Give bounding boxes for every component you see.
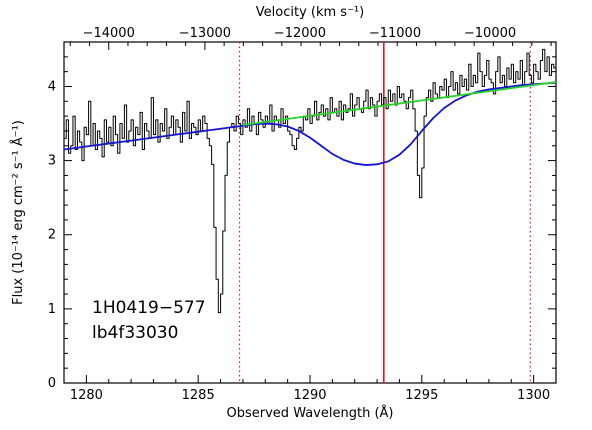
clipped-plot-group [64,42,556,383]
spectrum-line [64,48,556,314]
y-tick-label: 2 [48,228,56,243]
top-tick-label: −10000 [464,26,516,41]
y-tick-label: 1 [48,302,56,317]
x-tick-label: 1295 [405,388,438,403]
object-name-annotation: 1H0419−577 [92,298,206,318]
dataset-id-annotation: lb4f33030 [92,323,178,343]
y-tick-label: 0 [48,376,56,391]
top-axis-label: Velocity (km s⁻¹) [256,5,364,20]
x-tick-label: 1300 [517,388,550,403]
top-tick-label: −11000 [369,26,421,41]
y-tick-label: 3 [48,154,56,169]
continuum-line [242,81,556,126]
x-axis-label: Observed Wavelength (Å) [227,405,394,421]
top-tick-label: −13000 [179,26,231,41]
top-tick-label: −12000 [274,26,326,41]
top-tick-label: −14000 [83,26,135,41]
left-axis: 0 1 2 3 4 [48,41,556,391]
x-tick-label: 1290 [293,388,326,403]
top-axis: −14000 −13000 −12000 −11000 −10000 [69,26,552,50]
y-axis-label: Flux (10⁻¹⁴ erg cm⁻² s⁻¹ Å⁻¹) [10,120,26,305]
x-tick-label: 1285 [182,388,215,403]
y-tick-label: 4 [48,79,56,94]
x-tick-label: 1280 [70,388,103,403]
bottom-axis: 1280 1285 1290 1295 1300 [63,375,557,403]
plot-area [64,42,556,383]
